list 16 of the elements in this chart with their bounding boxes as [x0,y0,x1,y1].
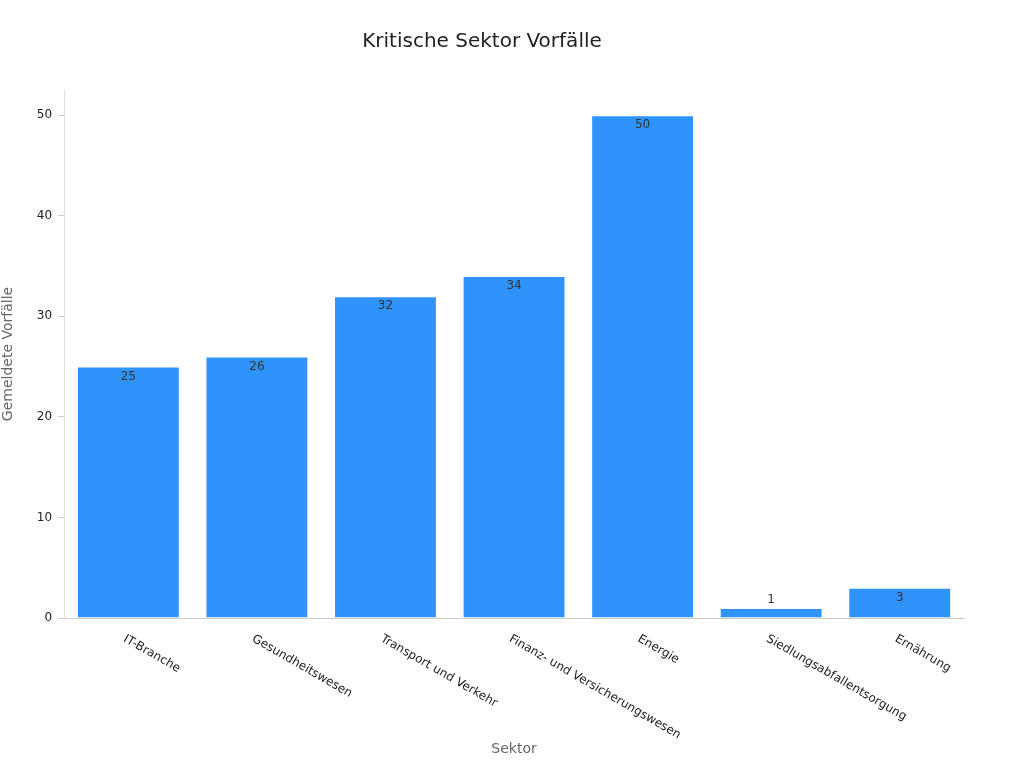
chart-title: Kritische Sektor Vorfälle [362,28,602,53]
y-tick-label: 20 [36,408,53,423]
data-label: 34 [506,278,522,293]
y-tick-label: 50 [36,107,53,122]
data-label: 1 [767,592,775,607]
y-tick-label: 40 [36,207,53,222]
data-label: 26 [249,358,265,373]
y-tick-label: 30 [36,308,53,323]
data-label: 32 [377,298,394,313]
data-label: 25 [120,368,136,383]
y-axis-title: Gemeldete Vorfälle [0,286,16,422]
data-label: 50 [634,117,651,132]
data-label: 3 [895,589,904,604]
y-tick-label: 0 [44,610,53,625]
x-axis-title: Sektor [491,740,537,757]
y-tick-label: 10 [36,509,53,524]
